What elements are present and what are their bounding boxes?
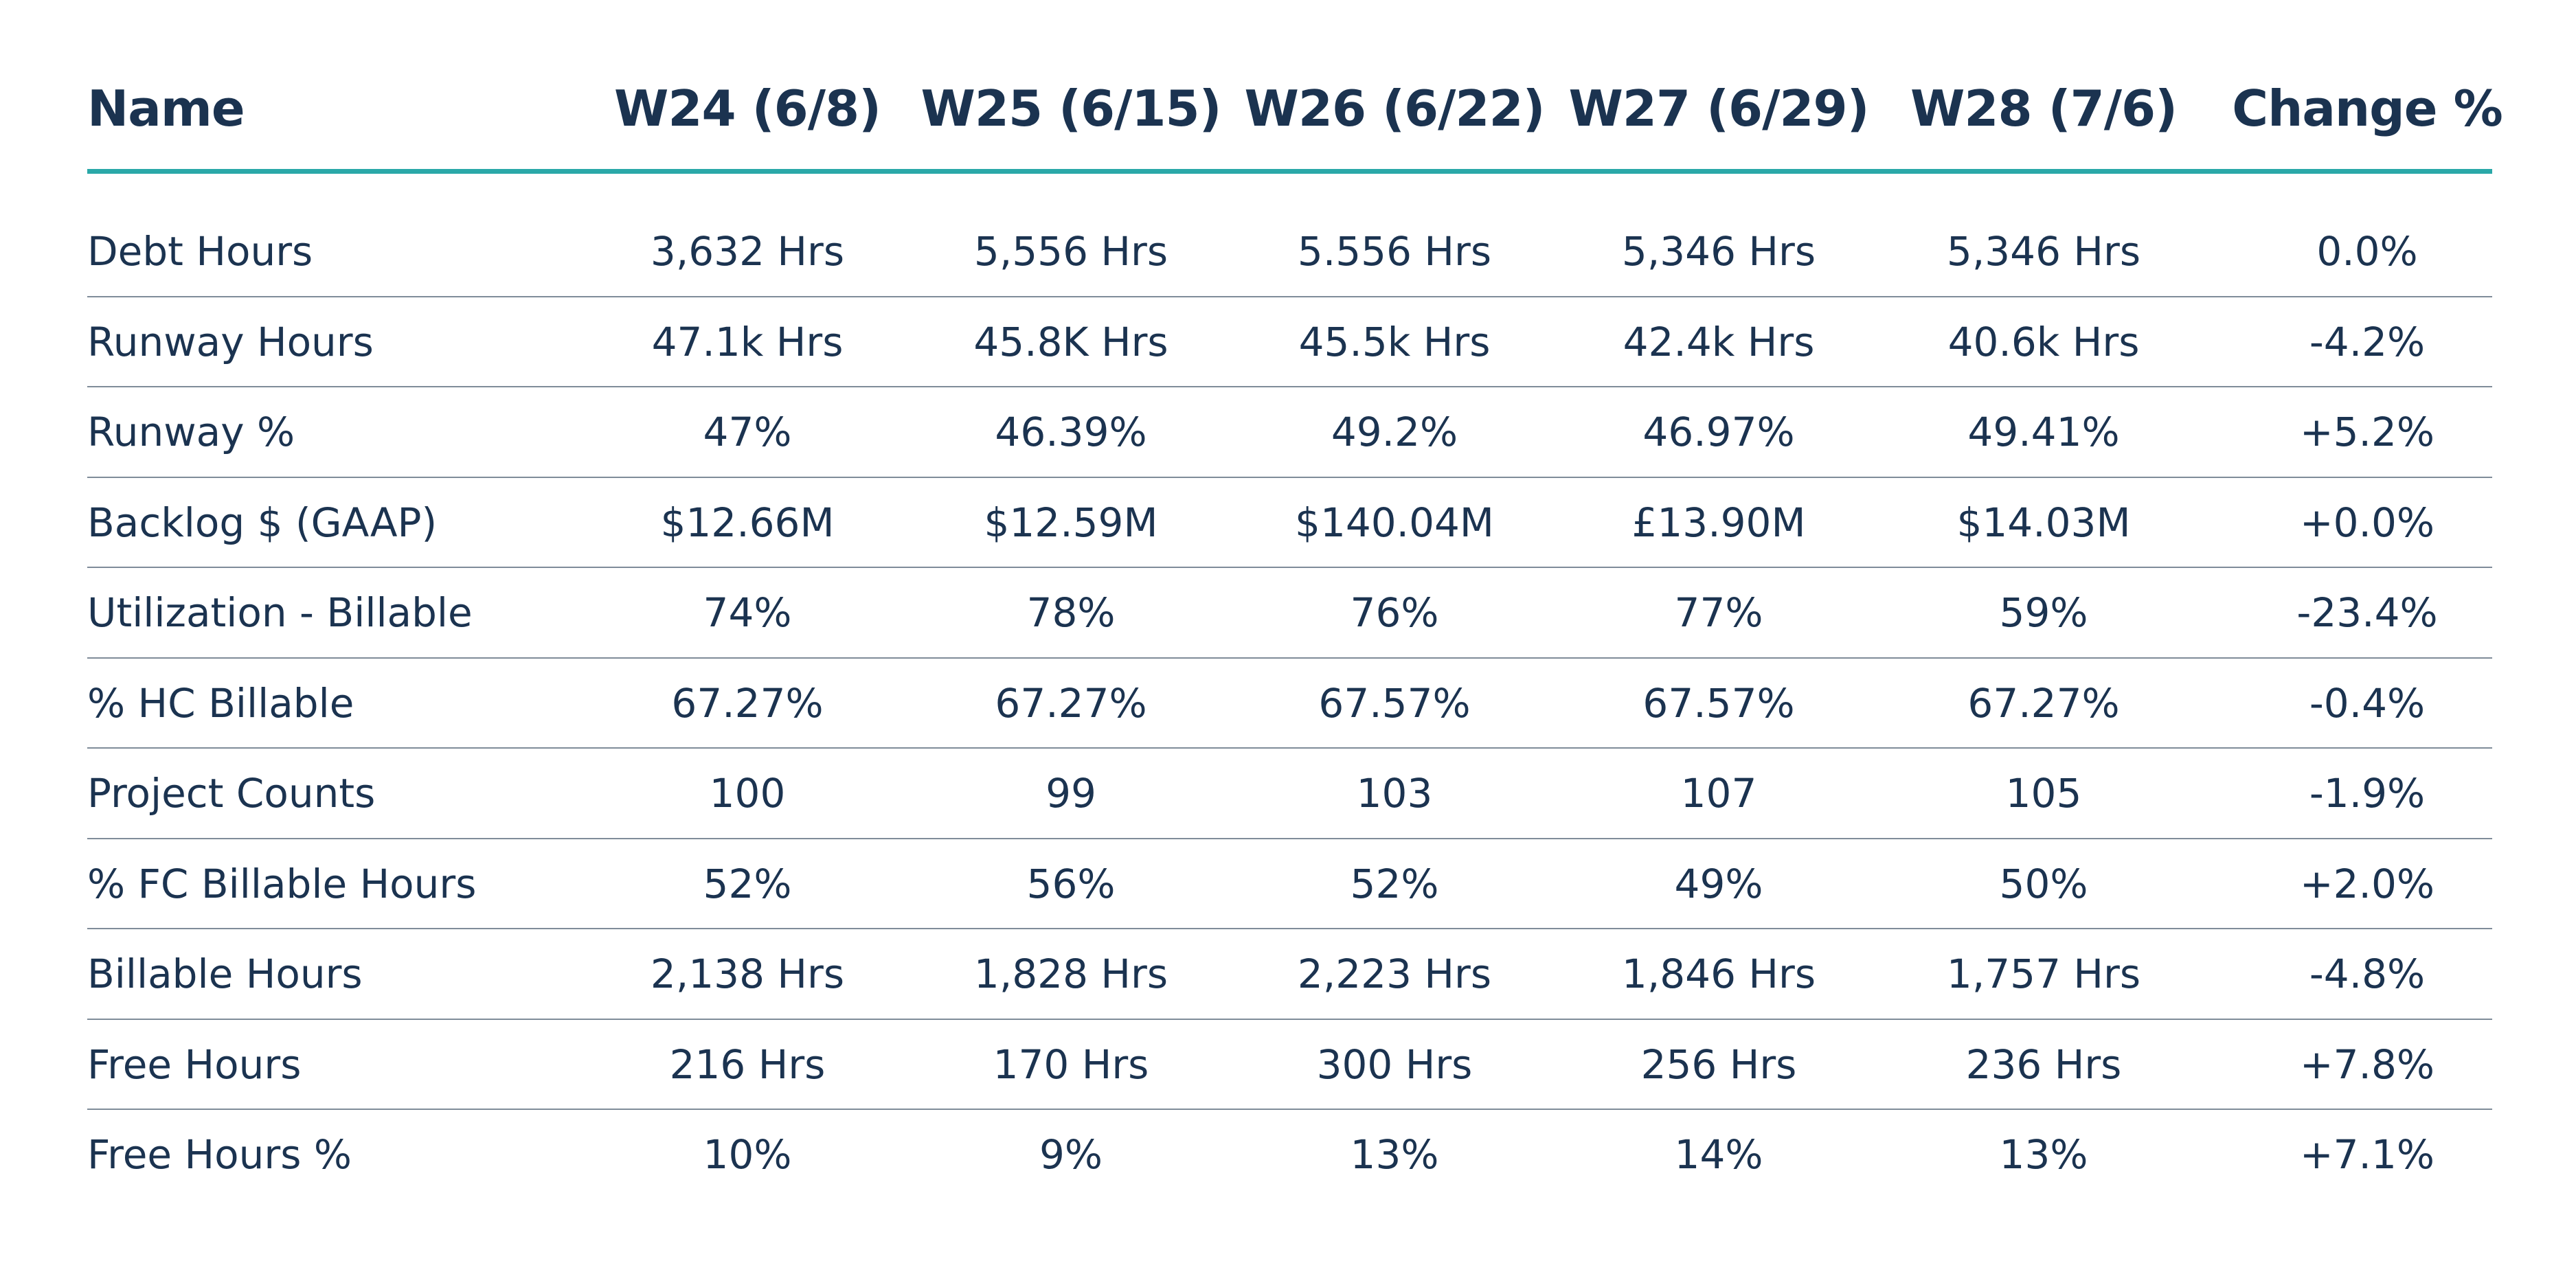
value-cell: 3,632 Hrs (650, 228, 845, 275)
value-cell: 49.41% (1967, 409, 2120, 455)
value-cell: +7.1% (2300, 1131, 2434, 1178)
value-cell: £13.90M (1631, 499, 1806, 546)
header-cell: Change % (2232, 80, 2503, 137)
value-cell: 76% (1350, 589, 1439, 636)
value-cell: 10% (703, 1131, 792, 1178)
row-label: % FC Billable Hours (87, 860, 477, 907)
value-cell: 40.6k Hrs (1947, 318, 2140, 365)
value-cell: 67.27% (1967, 679, 2120, 727)
value-cell: 1,828 Hrs (973, 951, 1168, 997)
value-cell: 2,138 Hrs (650, 951, 845, 997)
value-cell: +2.0% (2300, 860, 2434, 907)
header-rule (87, 169, 2492, 174)
value-cell: 13% (1999, 1131, 2088, 1178)
value-cell: +0.0% (2300, 499, 2434, 546)
value-cell: 59% (1999, 589, 2088, 636)
value-cell: 5,556 Hrs (973, 228, 1168, 275)
value-cell: 105 (2005, 770, 2082, 817)
row-separator (87, 476, 2492, 478)
value-cell: 74% (703, 589, 792, 636)
row-separator (87, 928, 2492, 930)
row-separator (87, 747, 2492, 749)
value-cell: -4.8% (2309, 951, 2426, 997)
value-cell: -1.9% (2309, 770, 2426, 817)
header-cell: W27 (6/29) (1568, 80, 1869, 137)
row-separator (87, 295, 2492, 297)
value-cell: 100 (709, 770, 786, 817)
value-cell: 78% (1026, 589, 1116, 636)
value-cell: 170 Hrs (993, 1041, 1149, 1088)
value-cell: 107 (1680, 770, 1757, 817)
value-cell: 2,223 Hrs (1297, 951, 1492, 997)
header-cell: Name (87, 80, 245, 137)
row-label: Debt Hours (87, 228, 313, 275)
row-separator (87, 386, 2492, 388)
value-cell: 45.5k Hrs (1298, 318, 1491, 365)
row-separator (87, 1018, 2492, 1020)
value-cell: 52% (703, 860, 792, 907)
row-label: Billable Hours (87, 951, 363, 997)
value-cell: 300 Hrs (1316, 1041, 1473, 1088)
row-separator (87, 567, 2492, 569)
value-cell: 42.4k Hrs (1623, 318, 1815, 365)
value-cell: 9% (1039, 1131, 1103, 1178)
header-cell: W25 (6/15) (920, 80, 1221, 137)
header-cell: W24 (6/8) (614, 80, 881, 137)
value-cell: 77% (1674, 589, 1763, 636)
value-cell: -0.4% (2309, 679, 2426, 727)
value-cell: 216 Hrs (669, 1041, 826, 1088)
value-cell: $12.66M (660, 499, 835, 546)
value-cell: 14% (1674, 1131, 1763, 1178)
value-cell: 236 Hrs (1965, 1041, 2122, 1088)
value-cell: +7.8% (2300, 1041, 2434, 1088)
value-cell: 47.1k Hrs (651, 318, 844, 365)
row-label: % HC Billable (87, 679, 354, 727)
value-cell: 67.27% (995, 679, 1147, 727)
value-cell: $14.03M (1956, 499, 2131, 546)
value-cell: 52% (1350, 860, 1439, 907)
row-separator (87, 657, 2492, 659)
row-label: Runway Hours (87, 318, 374, 365)
value-cell: +5.2% (2300, 409, 2434, 455)
value-cell: 47% (703, 409, 792, 455)
value-cell: $140.04M (1295, 499, 1494, 546)
value-cell: 50% (1999, 860, 2088, 907)
row-label: Free Hours % (87, 1131, 352, 1178)
value-cell: 45.8K Hrs (973, 318, 1168, 365)
value-cell: 5.556 Hrs (1297, 228, 1492, 275)
row-label: Backlog $ (GAAP) (87, 499, 438, 546)
value-cell: 49% (1674, 860, 1763, 907)
value-cell: 256 Hrs (1640, 1041, 1797, 1088)
value-cell: 67.27% (671, 679, 824, 727)
value-cell: 67.57% (1318, 679, 1471, 727)
row-label: Utilization - Billable (87, 589, 473, 636)
row-separator (87, 1109, 2492, 1111)
value-cell: 46.39% (995, 409, 1147, 455)
value-cell: 5,346 Hrs (1621, 228, 1816, 275)
value-cell: 5,346 Hrs (1946, 228, 2141, 275)
value-cell: -4.2% (2309, 318, 2426, 365)
value-cell: -23.4% (2296, 589, 2438, 636)
value-cell: 103 (1356, 770, 1433, 817)
value-cell: 13% (1350, 1131, 1439, 1178)
row-label: Runway % (87, 409, 295, 455)
row-separator (87, 837, 2492, 839)
row-label: Free Hours (87, 1041, 302, 1088)
row-label: Project Counts (87, 770, 376, 817)
value-cell: 99 (1046, 770, 1096, 817)
value-cell: 67.57% (1642, 679, 1795, 727)
header-cell: W28 (7/6) (1910, 80, 2178, 137)
value-cell: 46.97% (1642, 409, 1795, 455)
value-cell: $12.59M (984, 499, 1158, 546)
value-cell: 56% (1026, 860, 1116, 907)
value-cell: 1,757 Hrs (1946, 951, 2141, 997)
header-cell: W26 (6/22) (1244, 80, 1545, 137)
value-cell: 0.0% (2316, 228, 2418, 275)
value-cell: 49.2% (1331, 409, 1458, 455)
value-cell: 1,846 Hrs (1621, 951, 1816, 997)
